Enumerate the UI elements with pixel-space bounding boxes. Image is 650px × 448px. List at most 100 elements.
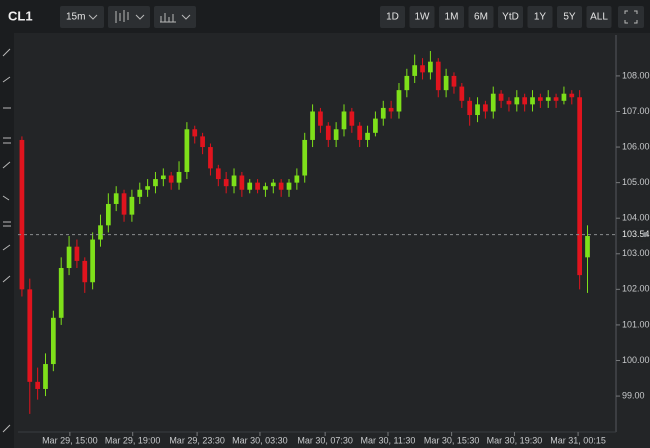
y-tick-label: 105.00 — [622, 177, 650, 187]
candle-body — [310, 111, 315, 140]
candle-icon — [115, 10, 129, 23]
indicator-icon — [160, 13, 176, 23]
range-label: 1Y — [534, 12, 547, 23]
candle-body — [545, 97, 551, 101]
candle-body — [270, 182, 276, 187]
candle-body — [396, 90, 402, 112]
dropdown-icon — [88, 14, 98, 20]
x-tick-label: Mar 30, 03:30 — [232, 435, 288, 445]
x-tick-label: Mar 30, 07:30 — [297, 435, 353, 445]
candle-body — [215, 168, 221, 180]
y-tick-label: 102.00 — [622, 284, 650, 294]
symbol[interactable]: CL1 — [8, 8, 33, 23]
y-tick-label: 99.00 — [622, 390, 645, 400]
candle-body — [98, 225, 103, 240]
candle-body — [585, 235, 590, 258]
y-tick-label: 107.00 — [622, 106, 650, 116]
fullscreen-icon — [624, 10, 638, 24]
candle-body — [231, 175, 237, 187]
candle-body — [325, 125, 331, 140]
candle-body — [113, 193, 119, 204]
candle-body — [160, 175, 166, 180]
range-button[interactable] — [380, 6, 405, 28]
dropdown-icon — [181, 14, 191, 20]
candle-body — [105, 203, 111, 226]
candle-body — [577, 97, 583, 276]
candle-body — [553, 97, 559, 101]
candle-body — [82, 260, 88, 283]
candle-body — [483, 104, 488, 112]
fullscreen-button[interactable] — [618, 6, 644, 28]
candle-body — [388, 107, 394, 112]
interval: 15m — [66, 12, 85, 23]
candle-body — [184, 129, 190, 172]
candle-body — [200, 136, 205, 148]
candle-body — [278, 182, 284, 190]
candle-body — [58, 268, 64, 318]
candle-body — [263, 186, 268, 190]
candle-body — [286, 182, 292, 190]
candle-body — [255, 182, 260, 190]
range-button[interactable] — [586, 6, 612, 28]
y-tick-label: 108.00 — [622, 70, 650, 80]
candle-body — [168, 175, 174, 183]
range-button[interactable] — [439, 6, 464, 28]
candle-body — [569, 93, 575, 98]
candle-body — [420, 65, 425, 73]
x-tick-label: Mar 29, 19:00 — [105, 435, 161, 445]
candle-body — [74, 246, 80, 261]
candle-body — [522, 97, 528, 105]
range-button[interactable] — [409, 6, 435, 28]
candle-body — [506, 100, 512, 105]
candle-body — [294, 175, 300, 183]
candle-body — [247, 182, 253, 190]
candle-body — [490, 93, 496, 112]
candle-body — [404, 75, 410, 91]
indicator-button[interactable] — [154, 6, 196, 28]
x-tick-label: Mar 29, 23:30 — [169, 435, 225, 445]
candle-body — [443, 75, 449, 91]
range-label: ALL — [590, 12, 608, 23]
candle-body — [538, 97, 543, 101]
candle-body — [498, 93, 504, 101]
candle-body — [90, 239, 95, 283]
x-tick-label: Mar 31, 00:15 — [550, 435, 606, 445]
x-tick-label: Mar 30, 15:30 — [424, 435, 480, 445]
candle-body — [459, 86, 465, 101]
interval-button[interactable] — [60, 6, 104, 28]
candle-body — [333, 129, 339, 140]
candle-body — [373, 118, 378, 133]
candle-body — [357, 125, 363, 140]
candle-body — [428, 61, 433, 73]
candle-body — [27, 289, 33, 382]
candle-body — [145, 186, 150, 190]
range-button[interactable] — [498, 6, 523, 28]
range-button[interactable] — [527, 6, 553, 28]
candle-body — [380, 107, 386, 119]
range-button[interactable] — [468, 6, 494, 28]
range-button[interactable] — [557, 6, 582, 28]
candle-body — [176, 171, 182, 183]
candle-body — [223, 179, 229, 187]
y-tick-label: 103.00 — [622, 248, 650, 258]
candle-body — [137, 189, 143, 197]
candle-body — [302, 139, 308, 176]
drawing-tools — [2, 48, 11, 433]
candle-body — [514, 97, 520, 105]
candle-body — [318, 111, 323, 126]
x-tick-label: Mar 29, 15:00 — [42, 435, 98, 445]
candle-body — [435, 61, 441, 91]
y-tick-label: 104.00 — [622, 213, 650, 223]
chart-type-button[interactable] — [108, 6, 150, 28]
candle-body — [365, 132, 370, 140]
candle-body — [50, 317, 56, 365]
dropdown-icon — [135, 14, 145, 20]
candle-body — [475, 104, 480, 116]
y-tick-label: 100.00 — [622, 355, 650, 365]
candle-body — [208, 147, 213, 169]
range-label: 5Y — [563, 12, 576, 23]
x-tick-label: Mar 30, 11:30 — [361, 435, 416, 445]
candle-body — [192, 129, 198, 137]
